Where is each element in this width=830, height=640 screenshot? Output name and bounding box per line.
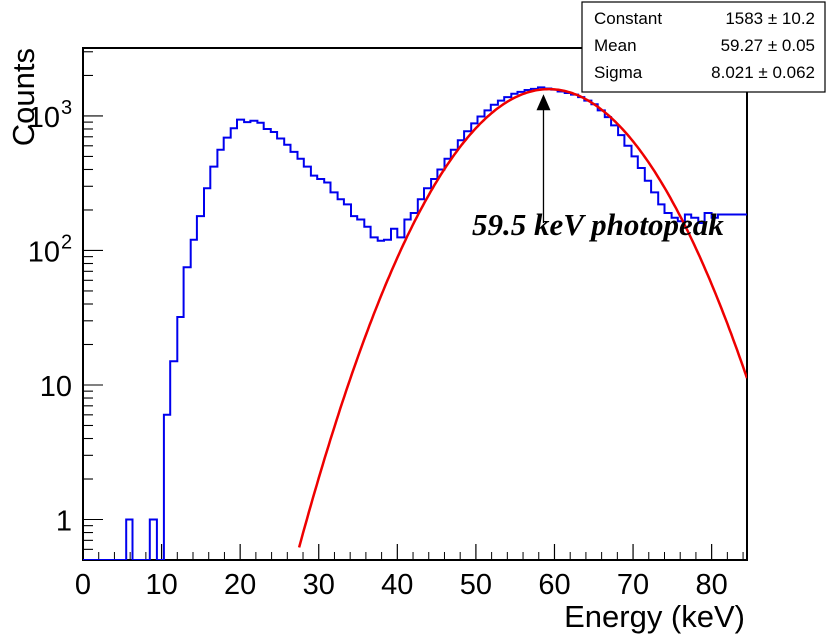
x-tick-label: 10 xyxy=(145,569,177,601)
axis-ticks xyxy=(82,51,744,560)
annotation-arrow-head xyxy=(536,94,551,111)
annotation-label: 59.5 keV photopeak xyxy=(472,207,724,242)
stats-value: 1583 ± 10.2 xyxy=(725,9,815,28)
x-tick-label: 70 xyxy=(617,569,649,601)
stats-value: 8.021 ± 0.062 xyxy=(711,63,815,82)
gaussian-fit-curve xyxy=(297,87,747,548)
x-tick-label: 20 xyxy=(224,569,256,601)
histogram-series xyxy=(83,86,747,560)
x-tick-label: 80 xyxy=(696,569,728,601)
y-axis-title: Counts xyxy=(6,48,41,146)
x-tick-label: 0 xyxy=(75,569,91,601)
x-tick-label: 40 xyxy=(381,569,413,601)
x-tick-label: 60 xyxy=(538,569,570,601)
fit-stats-box: Constant 1583 ± 10.2 Mean 59.27 ± 0.05 Sigma… xyxy=(581,1,826,93)
y-tick-label: 10 xyxy=(28,102,60,134)
x-tick-label: 30 xyxy=(303,569,335,601)
stats-value: 59.27 ± 0.05 xyxy=(721,36,815,55)
y-tick-exponent: 3 xyxy=(61,97,72,119)
stats-label: Constant xyxy=(594,9,662,28)
stats-label: Sigma xyxy=(594,63,643,82)
stats-label: Mean xyxy=(594,36,637,55)
y-tick-label: 10 xyxy=(28,236,60,268)
y-tick-exponent: 2 xyxy=(61,231,72,253)
x-axis-title: Energy (keV) xyxy=(564,599,745,634)
y-tick-label: 10 xyxy=(40,371,72,403)
y-tick-label: 1 xyxy=(56,506,72,538)
x-tick-label: 50 xyxy=(460,569,492,601)
x-axis-tick-labels: 0 10 20 30 40 50 60 70 80 xyxy=(75,569,728,601)
